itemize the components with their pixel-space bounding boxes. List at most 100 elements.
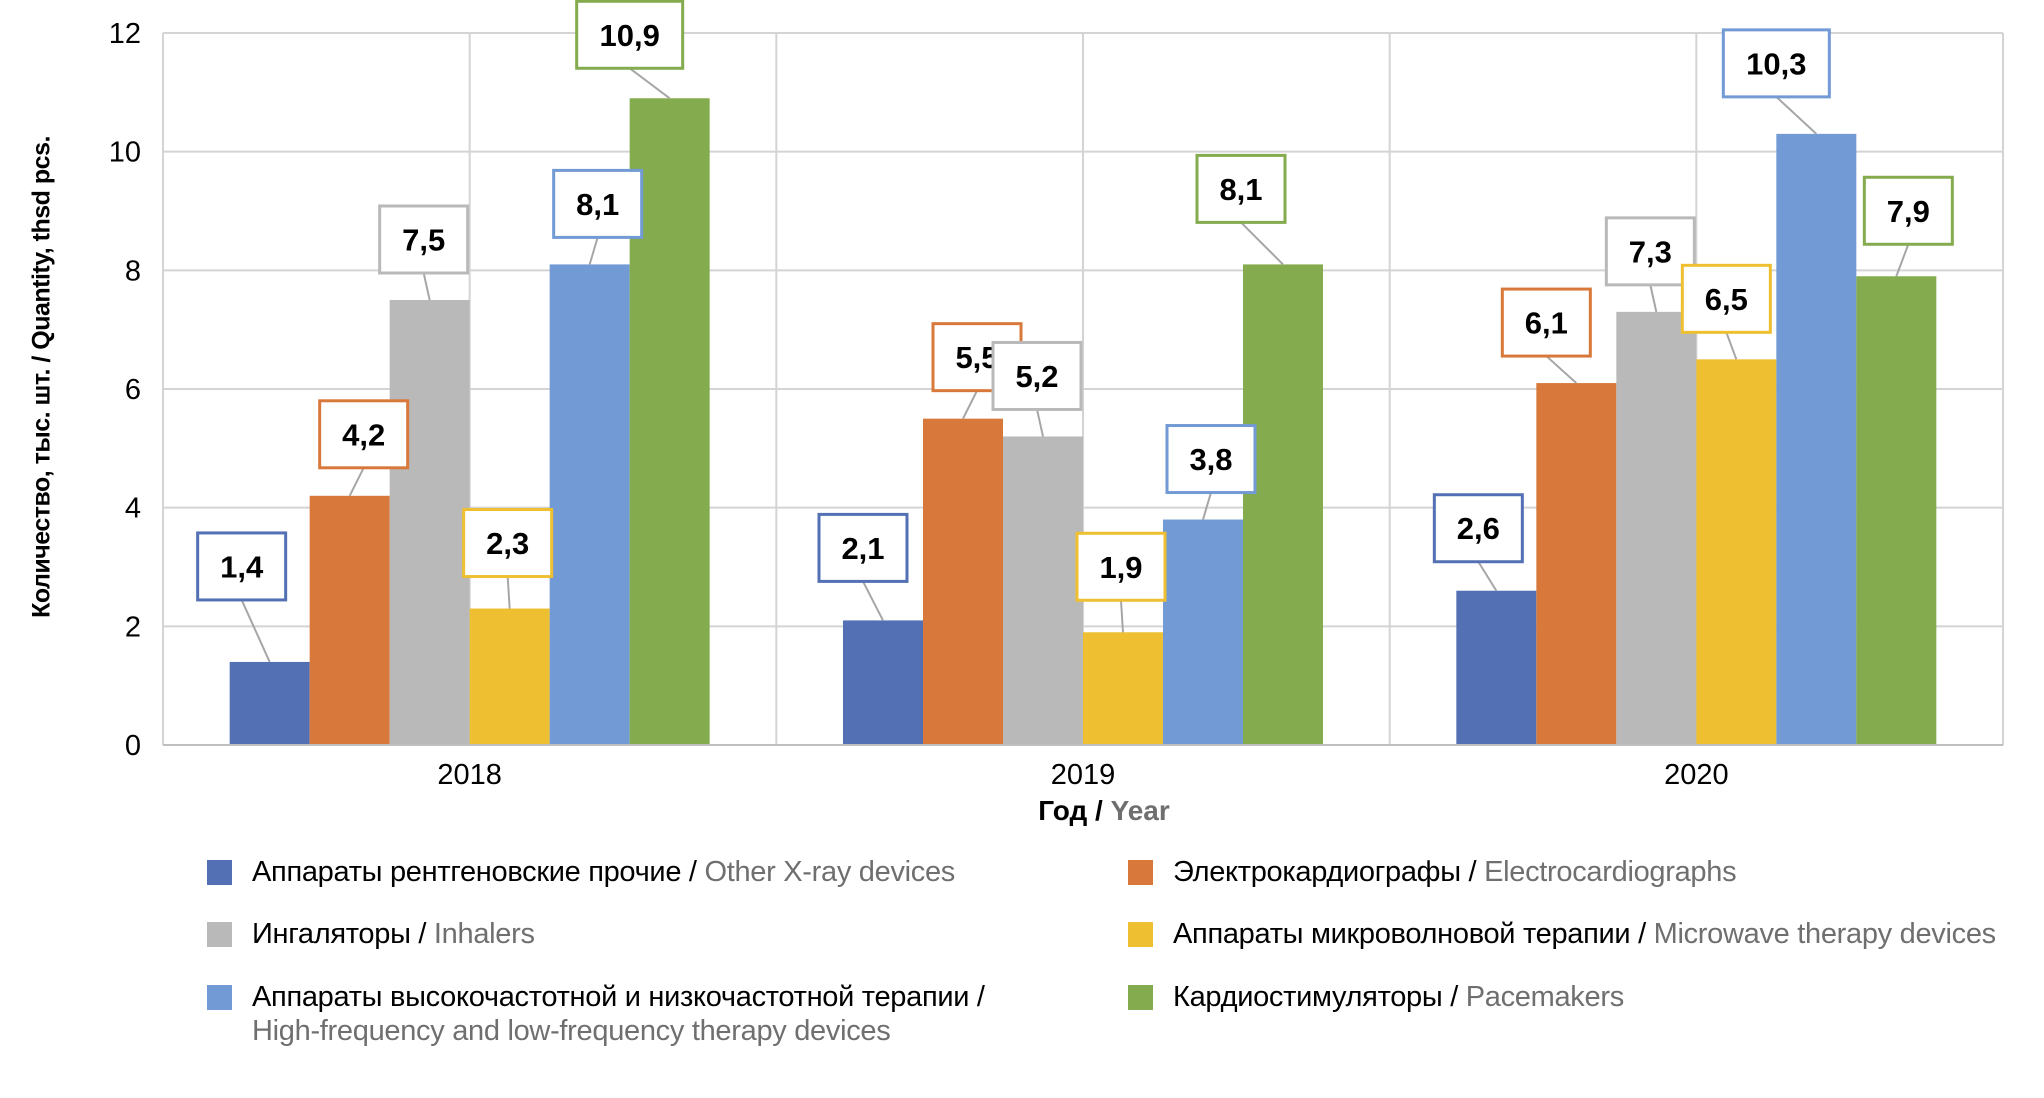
bar <box>1456 590 1537 745</box>
data-label-leader <box>1202 492 1212 520</box>
data-label-leader <box>348 467 365 497</box>
data-label-leader <box>1775 96 1818 135</box>
data-label: 2,3 <box>486 526 529 561</box>
data-label: 4,2 <box>342 417 385 452</box>
data-label: 7,9 <box>1887 194 1930 229</box>
data-label: 2,6 <box>1457 511 1500 546</box>
data-label-box <box>552 168 644 239</box>
legend-label-en: Electrocardiographs <box>1484 856 1737 888</box>
bar <box>389 300 470 745</box>
bar <box>1616 311 1697 745</box>
data-label-box <box>1165 424 1257 495</box>
data-label: 8,1 <box>576 187 619 222</box>
x-tick-label: 2018 <box>437 759 502 791</box>
chart: 0 2 4 6 8 10 12 2018 2019 2020 1,4 4,2 7,5 2,3 8,1 10,9… <box>109 0 2004 791</box>
legend-swatch-hf-lf-therapy <box>207 985 232 1010</box>
data-label-box <box>1432 493 1524 564</box>
data-label: 6,1 <box>1525 306 1568 341</box>
data-label: 7,3 <box>1629 234 1672 269</box>
data-label: 7,5 <box>402 223 445 258</box>
legend-swatch-electrocardiographs <box>1128 860 1153 885</box>
legend-label-en: Other X-ray devices <box>704 856 956 888</box>
bar <box>923 418 1003 745</box>
legend-item-pacemakers: Кардиостимуляторы / Pacemakers <box>1128 980 1624 1014</box>
legend-label-en: High-frequency and low-frequency therapy… <box>252 1015 891 1047</box>
data-label: 10,9 <box>599 18 659 53</box>
data-label-leader <box>1240 221 1284 266</box>
bar <box>843 620 923 745</box>
data-label-box <box>1075 531 1167 602</box>
x-tick-label: 2019 <box>1051 759 1116 791</box>
y-tick-label: 0 <box>125 730 141 762</box>
data-label-leader <box>1477 561 1498 592</box>
bar <box>1696 359 1777 745</box>
legend-label-en: Pacemakers <box>1465 981 1624 1013</box>
x-axis-title-en: Year <box>1110 795 1170 826</box>
y-tick-label: 6 <box>125 374 141 406</box>
bar <box>1776 133 1857 745</box>
bar <box>1163 519 1243 745</box>
legend-label-en: Microwave therapy devices <box>1653 918 1997 950</box>
data-label: 10,3 <box>1746 46 1806 81</box>
y-tick-label: 10 <box>109 137 141 169</box>
data-label: 6,5 <box>1705 282 1748 317</box>
legend-item-hf-lf-therapy: Аппараты высокочастотной и низкочастотно… <box>207 980 985 1048</box>
legend-label-en: Inhalers <box>433 918 535 950</box>
data-label-leader <box>1545 355 1578 384</box>
x-axis-title: Год / Year <box>1038 795 1170 826</box>
data-label-box <box>318 399 410 470</box>
data-label-box <box>1721 28 1831 99</box>
y-axis-title-en: Quantity, thsd pcs. <box>27 136 56 350</box>
x-tick-label: 2020 <box>1664 759 1729 791</box>
data-label-box <box>1680 263 1772 334</box>
bar <box>1856 276 1937 745</box>
x-axis-title-ru: Год <box>1038 795 1088 826</box>
legend-label-ru: Кардиостимуляторы <box>1173 981 1443 1013</box>
data-label: 3,8 <box>1189 442 1232 477</box>
legend-label-ru: Аппараты рентгеновские прочие <box>252 856 682 888</box>
data-label: 1,4 <box>220 549 264 584</box>
legend-label-ru: Аппараты микроволновой терапии <box>1173 918 1631 950</box>
legend-swatch-inhalers <box>207 922 232 947</box>
legend-item-microwave: Аппараты микроволновой терапии / Microwa… <box>1128 917 1996 951</box>
bar <box>309 495 390 745</box>
data-label: 5,5 <box>955 340 998 375</box>
bar <box>549 264 630 745</box>
bar <box>469 608 550 745</box>
data-label-leader <box>506 576 511 609</box>
legend-label-ru: Электрокардиографы <box>1173 856 1461 888</box>
data-label-box <box>575 0 685 70</box>
data-label-leader <box>1036 409 1044 437</box>
data-label-leader <box>588 237 599 265</box>
legend-swatch-pacemakers <box>1128 985 1153 1010</box>
data-label-leader <box>862 580 884 621</box>
data-label-leader <box>422 272 431 301</box>
data-label-leader <box>1725 331 1738 360</box>
data-label-leader <box>962 390 978 420</box>
bar <box>1536 383 1617 745</box>
legend-swatch-microwave <box>1128 922 1153 947</box>
data-label: 8,1 <box>1219 172 1262 207</box>
bar <box>229 661 310 745</box>
data-label-leader <box>1649 284 1658 313</box>
legend-label-ru: Ингаляторы <box>252 918 411 950</box>
data-label-box <box>1195 153 1287 224</box>
y-tick-label: 12 <box>109 18 141 50</box>
legend-item-electrocardiographs: Электрокардиографы / Electrocardiographs <box>1128 855 1737 889</box>
data-label-box <box>817 512 909 583</box>
data-label-box <box>1604 216 1696 287</box>
legend-swatch-other-xray <box>207 860 232 885</box>
data-label-leader <box>1120 600 1124 633</box>
data-label: 5,2 <box>1015 359 1058 394</box>
y-tick-label: 8 <box>125 255 141 287</box>
data-label-box <box>378 204 470 275</box>
data-label-box <box>1500 287 1592 358</box>
y-tick-label: 4 <box>125 493 141 525</box>
bar <box>1243 264 1323 745</box>
y-axis-title-ru: Количество, тыс. шт. <box>27 369 56 618</box>
data-label-leader <box>629 67 671 100</box>
data-label: 2,1 <box>841 531 884 566</box>
y-axis-title: Количество, тыс. шт. / Quantity, thsd pc… <box>27 136 56 618</box>
data-label-box <box>196 531 288 602</box>
bar <box>1083 632 1163 745</box>
